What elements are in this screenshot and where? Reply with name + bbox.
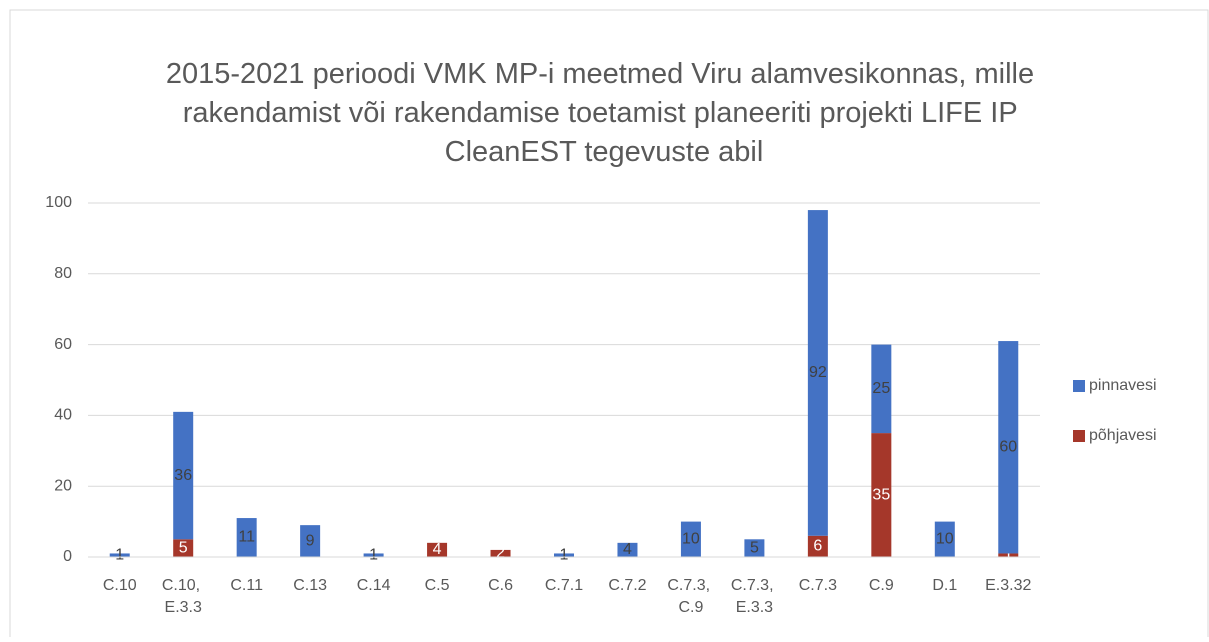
x-tick-label: D.1 xyxy=(932,577,957,594)
data-label: 60 xyxy=(999,438,1017,455)
y-tick-label: 40 xyxy=(54,407,72,424)
y-tick-label: 0 xyxy=(63,548,72,565)
bar-segment xyxy=(617,542,638,557)
data-label: 9 xyxy=(306,532,315,549)
bar-segment xyxy=(173,539,194,557)
data-label: 2 xyxy=(496,545,505,562)
x-tick-label: E.3.32 xyxy=(985,577,1031,594)
x-tick-label: C.10, E.3.3 xyxy=(162,577,205,616)
data-label: 1 xyxy=(1004,546,1013,563)
legend-swatch xyxy=(1073,430,1085,442)
x-tick-label: C.5 xyxy=(425,577,450,594)
y-tick-label: 80 xyxy=(54,265,72,282)
bar-segment xyxy=(109,553,130,557)
legend-swatch xyxy=(1073,380,1085,392)
chart-title: 2015-2021 perioodi VMK MP-i meetmed Viru… xyxy=(166,58,1042,168)
bar-segment xyxy=(871,433,892,557)
x-tick-label: C.7.1 xyxy=(545,577,583,594)
data-label: 11 xyxy=(238,529,255,546)
data-label: 10 xyxy=(936,531,954,548)
x-tick-label: C.7.3 xyxy=(799,577,837,594)
x-tick-label: C.14 xyxy=(357,577,391,594)
x-tick-label: C.7.3, C.9 xyxy=(667,577,714,616)
bar-segment xyxy=(807,210,828,536)
y-tick-label: 60 xyxy=(54,336,72,353)
x-tick-label: C.7.3, E.3.3 xyxy=(731,577,778,616)
bar-segment xyxy=(554,553,574,557)
data-label: 1 xyxy=(560,546,569,563)
data-label: 1 xyxy=(369,546,378,563)
y-tick-label: 100 xyxy=(45,194,72,211)
bar-segment xyxy=(998,553,1019,557)
x-tick-label: C.11 xyxy=(230,577,263,594)
bar-segment xyxy=(744,539,765,557)
data-label: 1 xyxy=(115,546,124,563)
bar-segment xyxy=(236,518,257,557)
data-label: 4 xyxy=(433,541,442,558)
x-tick-label: C.7.2 xyxy=(608,577,646,594)
data-label: 36 xyxy=(174,467,192,484)
x-tick-label: C.6 xyxy=(488,577,513,594)
bar-segment xyxy=(680,521,701,557)
data-label: 6 xyxy=(813,538,822,555)
data-label: 92 xyxy=(809,364,827,381)
bar-segment xyxy=(300,525,321,557)
legend-label: pinnavesi xyxy=(1089,377,1157,394)
x-tick-label: C.9 xyxy=(869,577,894,594)
legend-label: põhjavesi xyxy=(1089,427,1157,444)
bar-segment xyxy=(363,553,384,557)
x-tick-label: C.10 xyxy=(103,577,137,594)
bar-segment xyxy=(934,521,955,557)
bar-segment xyxy=(998,341,1019,554)
bar-segment xyxy=(490,549,511,557)
bar-segment xyxy=(427,542,448,557)
bar-segment xyxy=(807,535,828,557)
data-label: 25 xyxy=(872,380,890,397)
y-tick-label: 20 xyxy=(54,477,72,494)
data-label: 5 xyxy=(750,539,759,556)
data-label: 5 xyxy=(179,539,188,556)
x-tick-label: C.13 xyxy=(293,577,327,594)
data-label: 10 xyxy=(682,531,700,548)
bar-segment xyxy=(871,344,892,434)
bar-segment xyxy=(173,411,194,540)
data-label: 4 xyxy=(623,541,632,558)
data-label: 35 xyxy=(872,486,890,503)
